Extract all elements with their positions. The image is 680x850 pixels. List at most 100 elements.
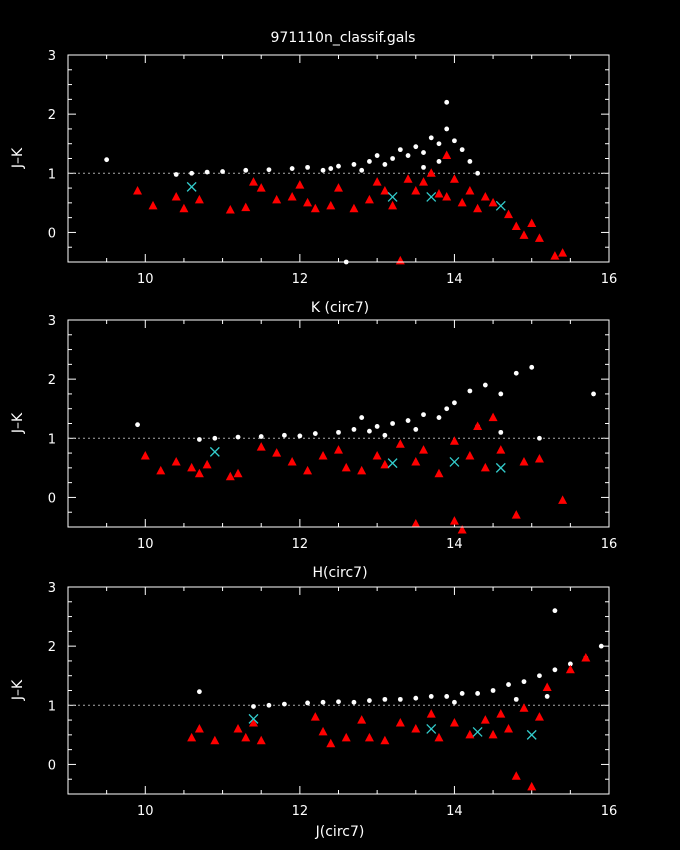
galaxy-point xyxy=(449,516,459,525)
cross-point xyxy=(387,191,398,202)
star-point xyxy=(405,153,411,158)
star-point xyxy=(490,688,496,693)
star-point xyxy=(173,172,179,177)
galaxy-point xyxy=(534,712,544,721)
galaxy-point xyxy=(310,712,320,721)
y-axis-label: J–K xyxy=(10,679,26,701)
star-point xyxy=(336,699,341,705)
star-point xyxy=(552,667,558,673)
star-point xyxy=(397,147,403,153)
galaxy-point xyxy=(511,510,521,519)
galaxy-point xyxy=(465,729,475,739)
plot-frame xyxy=(67,319,610,528)
plot-frame xyxy=(67,586,610,795)
star-point xyxy=(521,679,527,685)
star-point xyxy=(374,424,380,429)
galaxy-point xyxy=(334,183,343,192)
star-point xyxy=(266,702,272,708)
star-point xyxy=(413,427,419,432)
star-point xyxy=(598,643,604,649)
galaxy-point xyxy=(194,723,204,733)
star-point xyxy=(243,167,249,173)
star-point xyxy=(351,427,357,432)
galaxy-point xyxy=(272,194,282,204)
cross-point xyxy=(495,200,506,211)
galaxy-point xyxy=(241,202,251,212)
galaxy-point xyxy=(449,718,459,727)
galaxy-point xyxy=(480,715,490,724)
galaxy-point xyxy=(256,442,266,451)
galaxy-point xyxy=(171,191,181,201)
galaxy-point xyxy=(449,174,459,183)
star-point xyxy=(405,418,411,423)
galaxy-point xyxy=(395,718,405,727)
galaxy-point xyxy=(550,251,560,260)
star-point xyxy=(320,167,326,173)
y-tick-label: 1 xyxy=(48,167,56,182)
galaxy-point xyxy=(241,732,251,742)
galaxy-point xyxy=(480,191,490,201)
y-tick-label: 1 xyxy=(48,699,56,714)
galaxy-point xyxy=(519,230,529,239)
star-point xyxy=(421,150,426,155)
galaxy-point xyxy=(558,248,568,257)
y-tick-label: 2 xyxy=(48,640,56,655)
star-point xyxy=(220,169,225,174)
star-point xyxy=(421,164,426,170)
x-tick-label: 16 xyxy=(601,804,618,819)
galaxy-point xyxy=(534,453,544,463)
star-point xyxy=(336,429,341,435)
star-point xyxy=(591,391,596,397)
galaxy-point xyxy=(233,723,243,733)
star-point xyxy=(428,694,434,699)
galaxy-point xyxy=(380,735,390,745)
x-tick-label: 12 xyxy=(292,537,309,552)
star-point xyxy=(459,147,465,153)
star-point xyxy=(529,364,535,370)
star-point xyxy=(367,159,372,164)
star-point xyxy=(235,434,241,440)
star-point xyxy=(382,696,388,702)
galaxy-point xyxy=(225,471,235,481)
star-point xyxy=(397,696,403,702)
galaxy-point xyxy=(465,186,475,195)
galaxy-point xyxy=(473,421,483,430)
y-axis-label: J–K xyxy=(10,147,26,169)
x-axis-label: J(circ7) xyxy=(315,824,365,840)
star-point xyxy=(305,700,310,706)
galaxy-point xyxy=(442,150,452,160)
galaxy-point xyxy=(504,723,514,733)
galaxy-point xyxy=(326,738,336,748)
star-point xyxy=(258,434,264,439)
star-point xyxy=(482,382,488,388)
y-tick-label: 2 xyxy=(48,373,56,388)
galaxy-point xyxy=(511,771,521,780)
star-point xyxy=(297,433,303,439)
cross-point xyxy=(186,181,197,192)
star-point xyxy=(351,699,357,705)
star-point xyxy=(390,156,395,161)
star-point xyxy=(513,696,519,702)
galaxy-point xyxy=(496,445,506,454)
galaxy-point xyxy=(341,462,351,472)
star-point xyxy=(413,144,419,150)
cross-point xyxy=(426,191,437,202)
galaxy-point xyxy=(248,177,258,186)
galaxy-point xyxy=(364,194,374,204)
galaxy-point xyxy=(303,465,313,475)
cross-point xyxy=(248,713,259,724)
star-point xyxy=(367,428,372,434)
star-point xyxy=(467,159,473,164)
galaxy-point xyxy=(565,664,575,674)
x-tick-label: 12 xyxy=(292,272,309,287)
star-point xyxy=(359,167,365,173)
star-point xyxy=(413,695,419,701)
star-point xyxy=(567,661,573,667)
star-point xyxy=(428,135,434,141)
cross-point xyxy=(526,729,537,740)
galaxy-point xyxy=(426,168,436,177)
star-point xyxy=(475,170,481,176)
